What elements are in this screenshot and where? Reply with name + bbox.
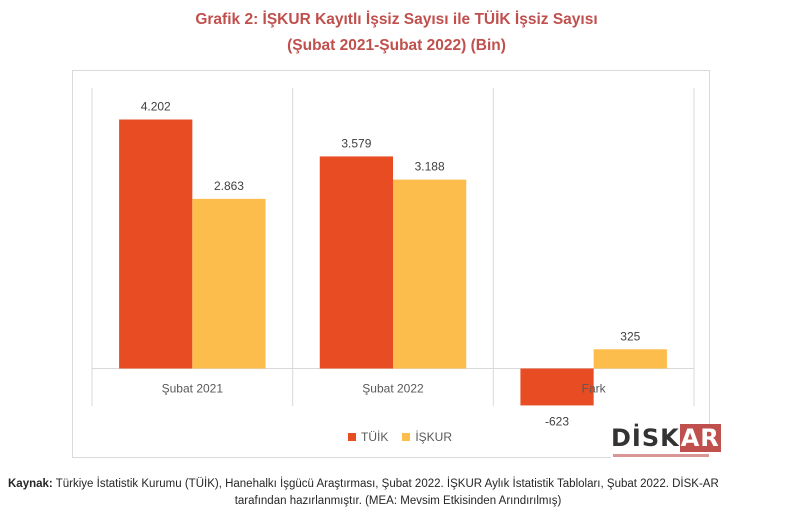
data-label: 3.579 bbox=[341, 136, 371, 150]
data-label: 3.188 bbox=[415, 160, 445, 174]
legend-item-iskur: İŞKUR bbox=[402, 430, 452, 444]
data-label: -623 bbox=[545, 414, 569, 428]
legend-label-tuik: TÜİK bbox=[361, 430, 389, 444]
bar-chart: 4.202 2.863 Şubat 2021 3.579 3.188 Şubat 2022… bbox=[91, 88, 695, 428]
source-line-2: tarafından hazırlanmıştır. (MEA: Mevsim … bbox=[234, 495, 562, 507]
category-label: Şubat 2021 bbox=[162, 382, 224, 396]
logo-text: DİSKAR bbox=[611, 424, 721, 452]
source-line-1: Türkiye İstatistik Kurumu (TÜİK), Haneha… bbox=[55, 478, 719, 490]
source-note: Kaynak: Türkiye İstatistik Kurumu (TÜİK)… bbox=[8, 476, 788, 510]
bar-iskur bbox=[192, 198, 266, 369]
category-label: Şubat 2022 bbox=[362, 382, 424, 396]
chart-subtitle: (Şubat 2021-Şubat 2022) (Bin) bbox=[287, 37, 506, 54]
logo-text-main: DİSK bbox=[611, 424, 680, 452]
legend-item-tuik: TÜİK bbox=[348, 430, 388, 444]
logo-text-accent: AR bbox=[679, 424, 721, 452]
bar-iskur bbox=[393, 179, 467, 369]
data-label: 325 bbox=[620, 329, 640, 343]
bar-tuik bbox=[319, 156, 393, 369]
legend-swatch-tuik bbox=[348, 433, 356, 441]
source-label: Kaynak: bbox=[8, 478, 53, 490]
chart-frame bbox=[72, 70, 710, 458]
bar-iskur bbox=[593, 349, 667, 369]
chart-title: Grafik 2: İŞKUR Kayıtlı İşsiz Sayısı ile… bbox=[195, 11, 598, 28]
bar-tuik bbox=[119, 119, 193, 369]
legend-swatch-iskur bbox=[402, 433, 411, 441]
legend-label-iskur: İŞKUR bbox=[415, 430, 453, 444]
legend: TÜİK İŞKUR bbox=[348, 430, 466, 444]
bar-tuik bbox=[520, 368, 594, 406]
data-label: 2.863 bbox=[214, 179, 244, 193]
category-label: Fark bbox=[582, 382, 607, 396]
diskar-logo: DİSKAR bbox=[611, 424, 721, 462]
logo-underline bbox=[613, 454, 709, 457]
data-label: 4.202 bbox=[141, 100, 171, 114]
